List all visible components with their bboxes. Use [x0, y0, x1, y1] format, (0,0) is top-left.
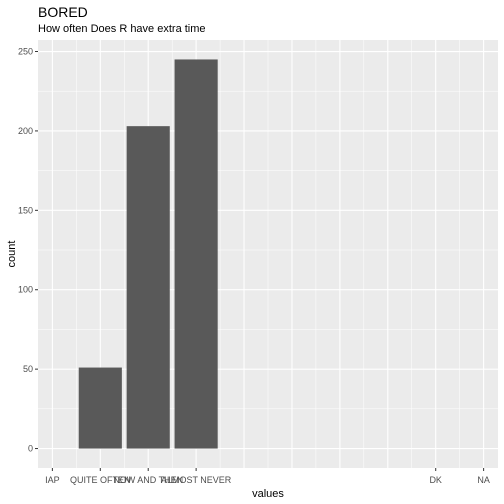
x-tick-label: NA — [477, 475, 490, 485]
y-tick-label: 0 — [28, 444, 33, 454]
y-tick-label: 50 — [23, 364, 33, 374]
chart-subtitle: How often Does R have extra time — [38, 23, 206, 35]
bar — [78, 367, 122, 449]
bar — [126, 126, 170, 449]
x-tick-label: IAP — [45, 475, 60, 485]
chart-title: BORED — [38, 4, 88, 20]
x-tick-label: NOW AND THEN — [113, 475, 183, 485]
x-tick-label: DK — [429, 475, 442, 485]
bars — [78, 59, 218, 449]
x-tick-label: QUITE OFTEN — [70, 475, 131, 485]
x-axis-title: values — [252, 488, 284, 500]
bar — [174, 59, 218, 449]
y-tick-label: 100 — [18, 285, 33, 295]
y-axis-title: count — [6, 241, 18, 268]
x-tick-label: ALMOST NEVER — [161, 475, 232, 485]
y-tick-label: 250 — [18, 47, 33, 57]
y-tick-label: 150 — [18, 205, 33, 215]
y-tick-label: 200 — [18, 126, 33, 136]
